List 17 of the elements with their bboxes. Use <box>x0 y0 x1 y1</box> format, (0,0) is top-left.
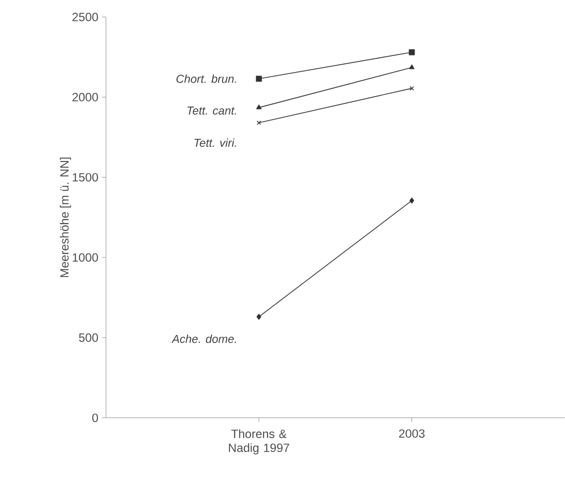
series-label: Tett. cant. <box>187 106 236 115</box>
x-tick-label: 2003 <box>399 429 425 438</box>
y-axis-title: Meereshöhe [m ü. NN] <box>60 158 72 278</box>
y-tick-label: 0 <box>92 414 98 422</box>
point <box>408 49 415 56</box>
x-tick-label: Thorens & Nadig 1997 <box>228 429 290 454</box>
y-tick-label: 2000 <box>72 93 98 102</box>
point <box>409 198 414 204</box>
text: Ache. dome. <box>171 334 236 344</box>
series-label: Chort. brun. <box>176 74 236 84</box>
text: Tett. viri. <box>194 138 236 147</box>
point <box>256 314 262 320</box>
point <box>256 76 262 82</box>
y-tick-label: 1500 <box>72 173 98 182</box>
y-tick-label: 2500 <box>72 12 98 22</box>
y-tick-label: 1000 <box>72 253 98 262</box>
y-tick-label: 500 <box>78 334 98 342</box>
